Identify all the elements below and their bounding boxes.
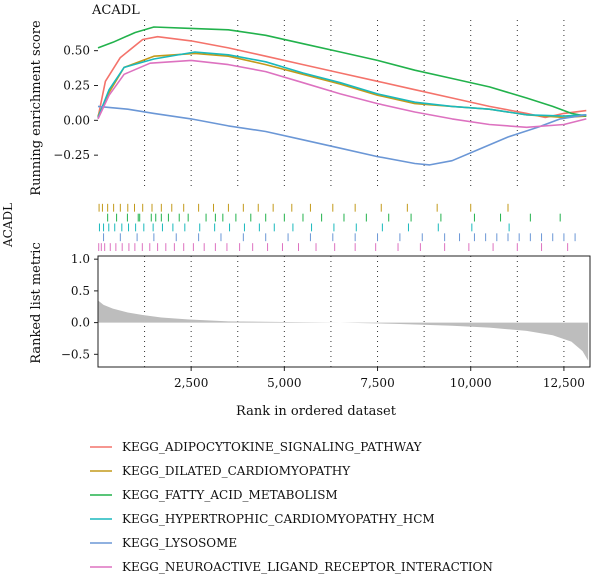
- x-ticks: 2,500 5,000 7,500 10,000 12,500: [174, 367, 585, 390]
- enrichment-curve-6: [97, 59, 587, 129]
- top-y-ticks: 0.50 0.25 0.00 −0.25: [53, 44, 98, 162]
- bottom-panel-frame: [97, 255, 591, 368]
- bottom-y-tick-label: 0.0: [71, 316, 90, 330]
- x-tick-label: 12,500: [543, 376, 585, 390]
- enrichment-curve-2: [97, 52, 587, 119]
- top-panel: Running enrichment score 0.50 0.25 0.00 −0.…: [29, 20, 587, 196]
- bottom-y-tick-label: 0.5: [71, 284, 90, 298]
- enrichment-curve-5: [97, 105, 587, 166]
- ranked-metric-area: [97, 300, 589, 361]
- gene-hit-rows: [98, 203, 576, 251]
- bottom-y-axis-title: Ranked list metric: [29, 242, 44, 363]
- bottom-panel: Ranked list metric 1.0 0.5 0.0 −0.5 2,500 5,…: [29, 242, 591, 419]
- enrichment-curves: [97, 26, 587, 166]
- legend-label: KEGG_ADIPOCYTOKINE_SIGNALING_PATHWAY: [122, 440, 423, 454]
- top-y-tick-label: −0.25: [53, 148, 90, 162]
- legend-label: KEGG_NEUROACTIVE_LIGAND_RECEPTOR_INTERAC…: [122, 560, 493, 574]
- x-tick-label: 10,000: [450, 376, 492, 390]
- legend-label: KEGG_HYPERTROPHIC_CARDIOMYOPATHY_HCM: [122, 512, 435, 526]
- bottom-y-tick-label: −0.5: [61, 347, 90, 361]
- x-tick-label: 5,000: [267, 376, 301, 390]
- legend-label: KEGG_DILATED_CARDIOMYOPATHY: [122, 464, 351, 478]
- bottom-y-ticks: 1.0 0.5 0.0 −0.5: [61, 252, 98, 361]
- top-y-axis-title: Running enrichment score: [29, 20, 44, 196]
- legend-label: KEGG_FATTY_ACID_METABOLISM: [122, 488, 338, 502]
- enrichment-curve-3: [97, 26, 587, 117]
- x-axis-title: Rank in ordered dataset: [236, 404, 397, 419]
- top-dotted-lines: [144, 20, 565, 190]
- enrichment-curve-1: [97, 35, 587, 119]
- top-y-tick-label: 0.25: [63, 78, 90, 92]
- top-y-tick-label: 0.00: [63, 113, 90, 127]
- x-tick-label: 2,500: [174, 376, 208, 390]
- enrichment-curve-4: [97, 51, 587, 118]
- chart-title: ACADL: [91, 3, 140, 18]
- side-label: ACADL: [1, 203, 15, 248]
- legend-label: KEGG_LYSOSOME: [122, 536, 237, 550]
- legend: KEGG_ADIPOCYTOKINE_SIGNALING_PATHWAY KEGG…: [90, 440, 493, 574]
- top-y-tick-label: 0.50: [63, 44, 90, 58]
- bottom-y-tick-label: 1.0: [71, 252, 90, 266]
- x-tick-label: 7,500: [360, 376, 394, 390]
- bottom-dotted-lines: [144, 256, 565, 367]
- ranked-metric-fill: [97, 300, 589, 361]
